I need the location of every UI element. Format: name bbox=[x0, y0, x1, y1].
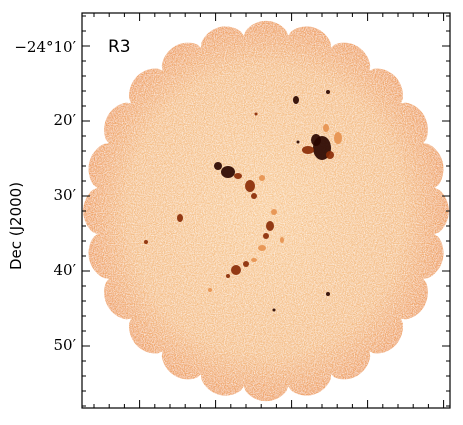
emission-clump bbox=[302, 146, 314, 154]
emission-clump bbox=[326, 151, 334, 159]
emission-clump bbox=[280, 237, 284, 243]
emission-clump bbox=[251, 258, 257, 262]
emission-clump bbox=[243, 261, 249, 267]
emission-features bbox=[144, 90, 342, 312]
emission-clump bbox=[231, 265, 241, 275]
emission-clump bbox=[177, 214, 183, 222]
emission-clump bbox=[311, 134, 321, 146]
observed-field bbox=[83, 20, 449, 402]
emission-clump bbox=[272, 308, 276, 312]
emission-clump bbox=[334, 132, 342, 144]
emission-clump bbox=[293, 96, 299, 104]
emission-clump bbox=[266, 221, 274, 231]
emission-clump bbox=[296, 140, 300, 144]
y-tick-label-50: 50′ bbox=[54, 336, 77, 354]
emission-clump bbox=[245, 180, 255, 192]
emission-clump bbox=[263, 233, 269, 239]
emission-clump bbox=[259, 175, 265, 181]
emission-clump bbox=[271, 209, 277, 215]
y-tick-label-10: −24°10′ bbox=[14, 38, 76, 56]
emission-clump bbox=[326, 292, 330, 296]
y-tick-label-40: 40′ bbox=[54, 261, 77, 279]
emission-clump bbox=[144, 240, 148, 244]
emission-clump bbox=[254, 112, 258, 116]
y-axis-label: Dec (J2000) bbox=[7, 182, 25, 270]
emission-clump bbox=[208, 288, 212, 292]
emission-clump bbox=[221, 166, 235, 178]
emission-clump bbox=[251, 193, 257, 199]
emission-clump bbox=[258, 245, 266, 251]
emission-clump bbox=[214, 162, 222, 170]
y-tick-label-20: 20′ bbox=[54, 111, 77, 129]
y-tick-label-30: 30′ bbox=[54, 186, 77, 204]
emission-clump bbox=[326, 90, 330, 94]
emission-clump bbox=[234, 173, 242, 179]
panel-label: R3 bbox=[108, 37, 131, 57]
axis-ticks bbox=[82, 13, 450, 408]
emission-clump bbox=[226, 274, 230, 278]
emission-clump bbox=[323, 124, 329, 132]
